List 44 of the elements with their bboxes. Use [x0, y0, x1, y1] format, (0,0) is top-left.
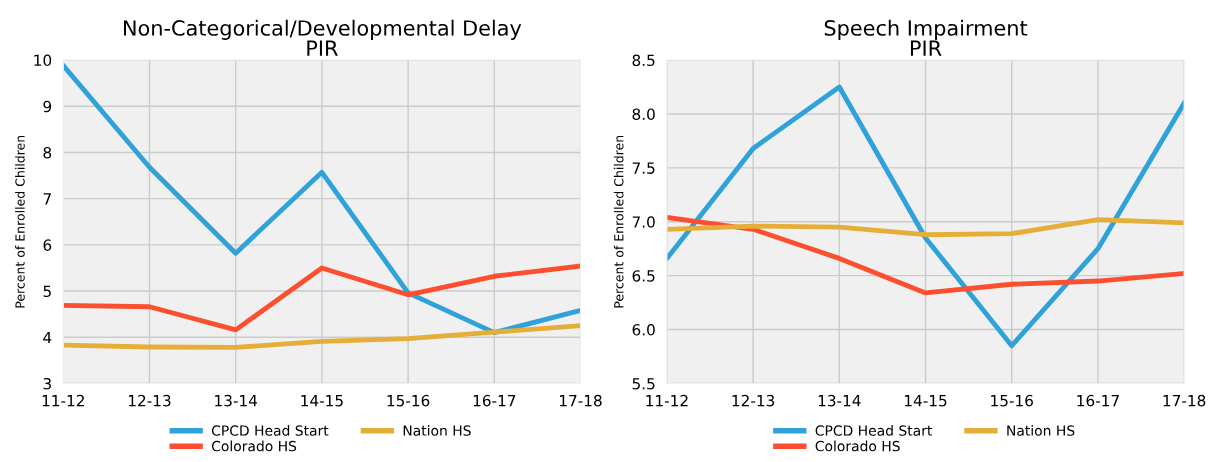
y-tick-label: 7: [43, 193, 51, 205]
y-tick-label: 5: [43, 285, 51, 298]
legend-label: CPCD Head Start: [815, 425, 933, 436]
line-series: [63, 263, 581, 333]
legend-label: Colorado HS: [211, 440, 297, 452]
line-series: [63, 323, 581, 350]
chart-title: Speech Impairment PIR: [824, 19, 1028, 56]
x-tick-label: 12-13: [732, 394, 775, 407]
x-tick-label: 13-14: [215, 394, 258, 407]
x-tick-label: 17-18: [1163, 394, 1206, 407]
x-tick-label: 14-15: [301, 395, 343, 407]
x-tick-label: 16-17: [1077, 394, 1119, 407]
x-tick-label: 14-15: [905, 395, 947, 407]
line-series: [666, 217, 1185, 238]
line-series: [666, 84, 1185, 349]
y-tick-label: 6: [43, 239, 52, 251]
x-tick-label: 11-12: [646, 394, 688, 407]
y-axis-title: Percent of Enrolled Children: [613, 135, 624, 308]
y-tick-label: 6.5: [632, 270, 655, 282]
x-tick-label: 15-16: [387, 394, 430, 407]
y-tick-label: 9: [43, 100, 52, 113]
y-tick-label: 8: [43, 146, 52, 159]
x-tick-label: 11-12: [42, 394, 84, 407]
y-tick-label: 7.5: [632, 162, 655, 174]
y-tick-label: 7.0: [632, 216, 655, 228]
legend-label: Nation HS: [403, 425, 471, 436]
y-tick-label: 5.5: [632, 378, 655, 390]
y-tick-label: 3: [43, 377, 51, 390]
x-tick-label: 12-13: [128, 394, 171, 407]
x-tick-label: 16-17: [473, 394, 516, 407]
y-tick-label: 10: [34, 54, 52, 67]
chart-title: Non-Categorical/Developmental Delay PIR: [124, 19, 522, 56]
legend-label: Colorado HS: [815, 440, 900, 452]
x-tick-label: 15-16: [991, 394, 1033, 407]
x-tick-label: 13-14: [818, 394, 861, 407]
y-tick-label: 4: [43, 331, 52, 344]
legend-label: CPCD Head Start: [211, 425, 329, 436]
line-series: [666, 215, 1185, 296]
x-tick-label: 17-18: [559, 394, 602, 407]
y-tick-label: 8.0: [632, 108, 655, 120]
y-tick-label: 8.5: [632, 54, 655, 67]
legend-label: Nation HS: [1007, 425, 1075, 436]
y-tick-label: 6.0: [632, 324, 655, 336]
y-axis-title: Percent of Enrolled Children: [15, 135, 25, 308]
